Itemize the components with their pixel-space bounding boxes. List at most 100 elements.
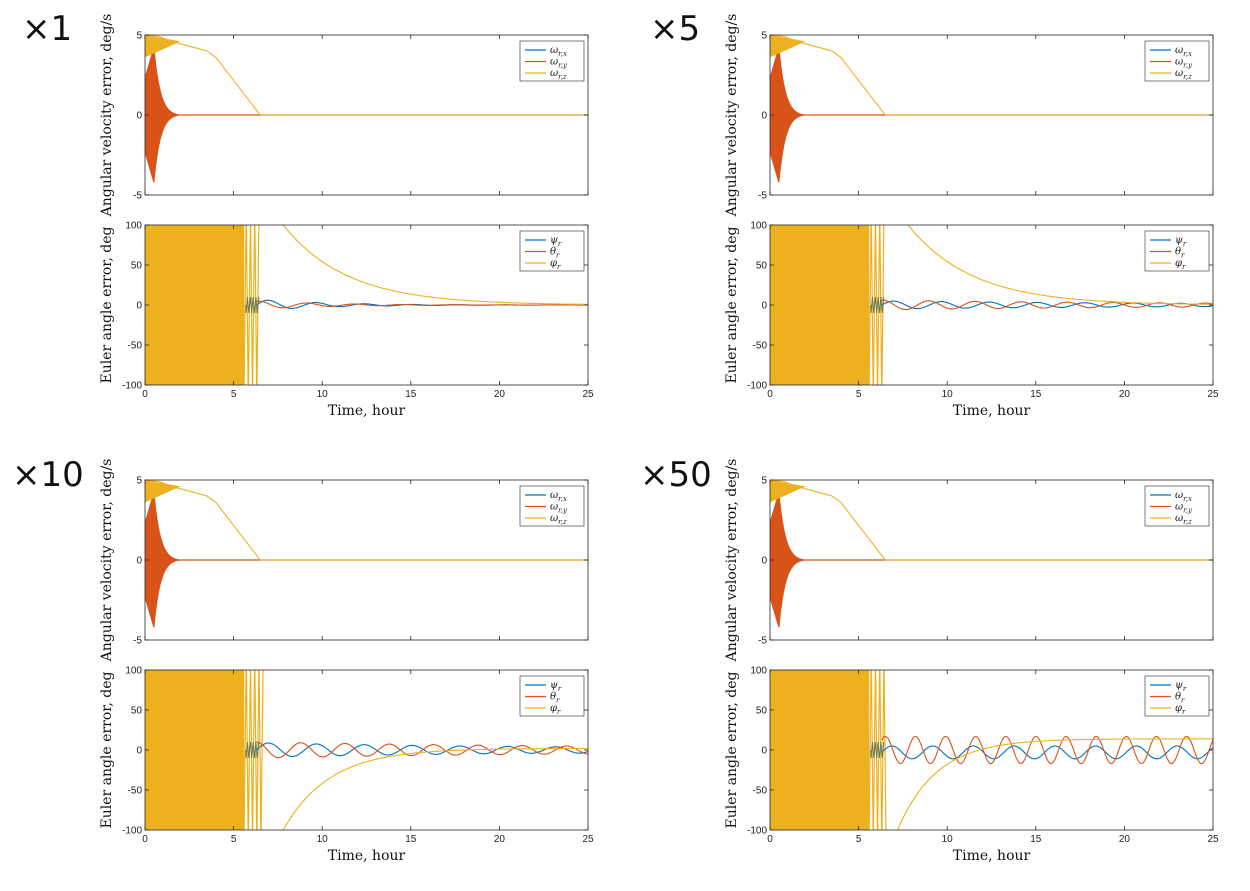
x-axis-label: Time, hour — [328, 403, 406, 419]
x-tick-label: 25 — [582, 389, 594, 400]
y-tick-label: 5 — [136, 476, 142, 487]
x-axis-label: Time, hour — [953, 403, 1031, 419]
chart-x1-omega: -5 0 5 Angular velocity error, deg/s ωr,xωr,… — [99, 14, 589, 218]
y-tick-label: -5 — [133, 191, 142, 202]
series-line-0 — [881, 300, 1213, 310]
transient-wiggle — [245, 741, 260, 759]
y-tick-label: -5 — [758, 191, 767, 202]
y-tick-label: 5 — [761, 31, 767, 42]
y-tick-label: 50 — [756, 706, 768, 717]
legend-entry: ωr,y — [1175, 57, 1193, 70]
x-tick-label: 0 — [142, 389, 148, 400]
saturated-fill — [145, 670, 245, 830]
series-line-2 — [907, 225, 1213, 305]
legend-entry: ωr,z — [1175, 513, 1192, 526]
saturated-fill — [770, 225, 870, 385]
series-line-1 — [145, 48, 588, 183]
y-axis-label: Angular velocity error, deg/s — [724, 459, 740, 663]
series-band-2 — [145, 35, 181, 58]
series-line-2 — [145, 480, 588, 561]
legend-entry: ωr,x — [550, 490, 567, 503]
x-tick-label: 25 — [1207, 834, 1219, 845]
y-axis-label: Angular velocity error, deg/s — [99, 14, 115, 218]
legend-entry: ωr,x — [1175, 45, 1192, 58]
y-tick-label: 100 — [750, 221, 767, 232]
x-axis-label: Time, hour — [953, 848, 1031, 864]
y-tick-label: -100 — [747, 381, 767, 392]
panel-label-x10: ×10 — [12, 455, 84, 495]
y-tick-label: -100 — [122, 381, 142, 392]
x-tick-label: 0 — [142, 834, 148, 845]
series-line-1 — [770, 493, 1213, 628]
series-line-0 — [256, 742, 588, 758]
legend-entry: θr — [1175, 692, 1185, 705]
x-tick-label: 10 — [942, 834, 954, 845]
legend-entry: ψr — [550, 680, 562, 693]
series-line-1 — [770, 48, 1213, 183]
series-line-2 — [145, 35, 588, 116]
plot-lines — [145, 35, 588, 183]
x-tick-label: 25 — [582, 834, 594, 845]
y-tick-label: -50 — [753, 786, 768, 797]
series-band-2 — [770, 480, 806, 503]
series-line-1 — [145, 493, 588, 628]
y-tick-label: -5 — [133, 636, 142, 647]
legend: ωr,xωr,yωr,z — [1144, 40, 1210, 82]
y-tick-label: 5 — [761, 476, 767, 487]
x-tick-label: 10 — [942, 389, 954, 400]
legend-entry: θr — [550, 692, 560, 705]
x-tick-label: 5 — [856, 389, 862, 400]
y-tick-label: 0 — [761, 746, 767, 757]
legend: ωr,xωr,yωr,z — [519, 40, 585, 82]
transient-wiggle — [870, 741, 885, 759]
plot-lines — [770, 225, 1213, 385]
x-tick-label: 0 — [767, 389, 773, 400]
series-line-1 — [256, 741, 588, 759]
chart-x50-euler: -100 -50 0 50 100 0 5 10 15 20 25 Euler angle error… — [724, 666, 1219, 865]
saturated-fill — [770, 670, 870, 830]
y-tick-label: 50 — [131, 261, 143, 272]
series-line-2 — [770, 480, 1213, 561]
y-tick-label: 100 — [125, 221, 142, 232]
panel-label-x1: ×1 — [22, 9, 73, 49]
legend: ωr,xωr,yωr,z — [519, 485, 585, 527]
series-line-2 — [897, 738, 1213, 830]
y-axis-label: Angular velocity error, deg/s — [724, 14, 740, 218]
series-line-1 — [881, 735, 1213, 765]
y-tick-label: 0 — [761, 111, 767, 122]
y-tick-label: 0 — [136, 111, 142, 122]
plot-lines — [145, 225, 588, 385]
x-tick-label: 15 — [1030, 834, 1042, 845]
y-tick-label: 5 — [136, 31, 142, 42]
legend-entry: ωr,y — [550, 57, 568, 70]
legend: ωr,xωr,yωr,z — [1144, 485, 1210, 527]
y-tick-label: 100 — [125, 666, 142, 677]
y-tick-label: 100 — [750, 666, 767, 677]
plot-lines — [145, 670, 588, 830]
panel-label-x5: ×5 — [650, 9, 701, 49]
chart-x5-euler: -100 -50 0 50 100 0 5 10 15 20 25 Euler angle error… — [724, 221, 1219, 420]
x-tick-label: 20 — [1119, 834, 1131, 845]
x-tick-label: 20 — [494, 389, 506, 400]
y-tick-label: 0 — [136, 746, 142, 757]
x-tick-label: 15 — [1030, 389, 1042, 400]
x-tick-label: 10 — [317, 834, 329, 845]
series-band-2 — [770, 35, 806, 58]
y-tick-label: -5 — [758, 636, 767, 647]
y-tick-label: -100 — [747, 826, 767, 837]
y-tick-label: -50 — [128, 786, 143, 797]
chart-x10-euler: -100 -50 0 50 100 0 5 10 15 20 25 Euler angle error… — [99, 666, 594, 865]
legend-entry: ωr,z — [550, 68, 567, 81]
legend-entry: ψr — [1175, 680, 1187, 693]
series-line-2 — [282, 747, 588, 830]
y-tick-label: -50 — [128, 341, 143, 352]
x-axis-label: Time, hour — [328, 848, 406, 864]
legend-entry: θr — [1175, 247, 1185, 260]
panel-label-x50: ×50 — [640, 455, 712, 495]
legend-entry: φr — [550, 258, 561, 271]
x-tick-label: 15 — [405, 834, 417, 845]
